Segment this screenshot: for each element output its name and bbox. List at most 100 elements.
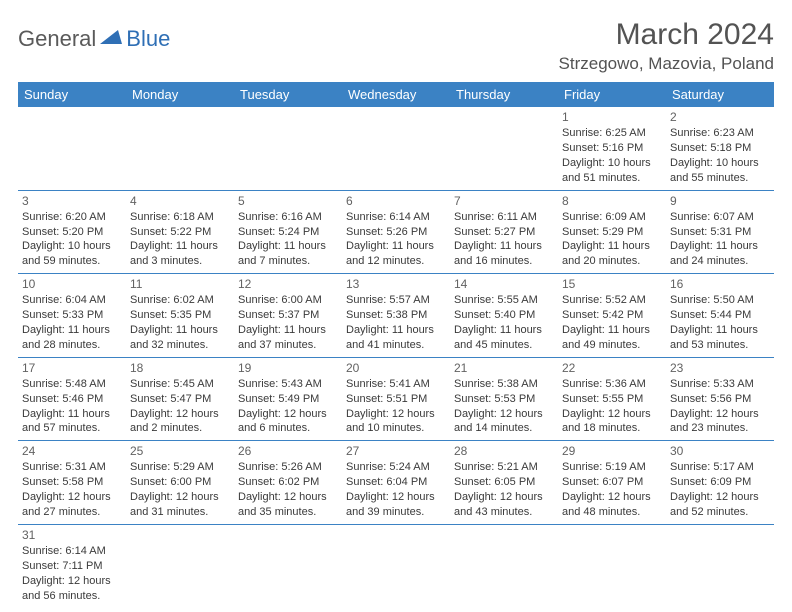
sunset-line: Sunset: 5:35 PM <box>130 308 230 323</box>
sunset-line: Sunset: 5:16 PM <box>562 141 662 156</box>
calendar-row: 31Sunrise: 6:14 AMSunset: 7:11 PMDayligh… <box>18 524 774 607</box>
sunset-line: Sunset: 6:02 PM <box>238 475 338 490</box>
sunrise-line: Sunrise: 5:43 AM <box>238 377 338 392</box>
empty-cell <box>666 524 774 607</box>
sunset-line: Sunset: 5:20 PM <box>22 225 122 240</box>
sunrise-line: Sunrise: 5:55 AM <box>454 293 554 308</box>
logo-text-blue: Blue <box>126 26 170 52</box>
sunrise-line: Sunrise: 5:24 AM <box>346 460 446 475</box>
day-number: 25 <box>130 443 230 459</box>
daylight-line: Daylight: 11 hours and 49 minutes. <box>562 323 662 353</box>
day-number: 11 <box>130 276 230 292</box>
sunset-line: Sunset: 5:42 PM <box>562 308 662 323</box>
daylight-line: Daylight: 11 hours and 24 minutes. <box>670 239 770 269</box>
dow-header: Friday <box>558 82 666 107</box>
sunrise-line: Sunrise: 6:16 AM <box>238 210 338 225</box>
page-title: March 2024 <box>559 18 774 52</box>
day-cell: 14Sunrise: 5:55 AMSunset: 5:40 PMDayligh… <box>450 274 558 358</box>
sunset-line: Sunset: 5:22 PM <box>130 225 230 240</box>
sunrise-line: Sunrise: 5:50 AM <box>670 293 770 308</box>
sunset-line: Sunset: 5:27 PM <box>454 225 554 240</box>
daylight-line: Daylight: 11 hours and 53 minutes. <box>670 323 770 353</box>
logo-triangle-icon <box>100 28 122 49</box>
day-number: 23 <box>670 360 770 376</box>
daylight-line: Daylight: 12 hours and 27 minutes. <box>22 490 122 520</box>
sunrise-line: Sunrise: 6:18 AM <box>130 210 230 225</box>
sunrise-line: Sunrise: 5:21 AM <box>454 460 554 475</box>
sunset-line: Sunset: 5:18 PM <box>670 141 770 156</box>
daylight-line: Daylight: 10 hours and 59 minutes. <box>22 239 122 269</box>
day-number: 5 <box>238 193 338 209</box>
title-block: March 2024 Strzegowo, Mazovia, Poland <box>559 18 774 74</box>
day-number: 31 <box>22 527 122 543</box>
daylight-line: Daylight: 12 hours and 18 minutes. <box>562 407 662 437</box>
day-number: 28 <box>454 443 554 459</box>
sunrise-line: Sunrise: 6:23 AM <box>670 126 770 141</box>
dow-header: Tuesday <box>234 82 342 107</box>
day-number: 6 <box>346 193 446 209</box>
sunrise-line: Sunrise: 6:20 AM <box>22 210 122 225</box>
daylight-line: Daylight: 12 hours and 14 minutes. <box>454 407 554 437</box>
sunset-line: Sunset: 6:00 PM <box>130 475 230 490</box>
sunrise-line: Sunrise: 6:14 AM <box>22 544 122 559</box>
sunrise-line: Sunrise: 5:19 AM <box>562 460 662 475</box>
day-number: 20 <box>346 360 446 376</box>
day-cell: 31Sunrise: 6:14 AMSunset: 7:11 PMDayligh… <box>18 524 126 607</box>
empty-cell <box>342 107 450 190</box>
sunset-line: Sunset: 5:53 PM <box>454 392 554 407</box>
sunset-line: Sunset: 5:33 PM <box>22 308 122 323</box>
day-cell: 11Sunrise: 6:02 AMSunset: 5:35 PMDayligh… <box>126 274 234 358</box>
day-cell: 17Sunrise: 5:48 AMSunset: 5:46 PMDayligh… <box>18 357 126 441</box>
empty-cell <box>234 107 342 190</box>
sunset-line: Sunset: 5:29 PM <box>562 225 662 240</box>
day-cell: 21Sunrise: 5:38 AMSunset: 5:53 PMDayligh… <box>450 357 558 441</box>
empty-cell <box>126 107 234 190</box>
sunrise-line: Sunrise: 6:09 AM <box>562 210 662 225</box>
day-number: 29 <box>562 443 662 459</box>
sunset-line: Sunset: 5:44 PM <box>670 308 770 323</box>
day-number: 3 <box>22 193 122 209</box>
day-cell: 10Sunrise: 6:04 AMSunset: 5:33 PMDayligh… <box>18 274 126 358</box>
day-number: 9 <box>670 193 770 209</box>
calendar-row: 17Sunrise: 5:48 AMSunset: 5:46 PMDayligh… <box>18 357 774 441</box>
sunset-line: Sunset: 5:58 PM <box>22 475 122 490</box>
dow-header: Saturday <box>666 82 774 107</box>
day-cell: 13Sunrise: 5:57 AMSunset: 5:38 PMDayligh… <box>342 274 450 358</box>
sunrise-line: Sunrise: 6:04 AM <box>22 293 122 308</box>
day-cell: 5Sunrise: 6:16 AMSunset: 5:24 PMDaylight… <box>234 190 342 274</box>
sunrise-line: Sunrise: 6:25 AM <box>562 126 662 141</box>
daylight-line: Daylight: 11 hours and 3 minutes. <box>130 239 230 269</box>
day-cell: 29Sunrise: 5:19 AMSunset: 6:07 PMDayligh… <box>558 441 666 525</box>
dow-header: Wednesday <box>342 82 450 107</box>
sunset-line: Sunset: 5:55 PM <box>562 392 662 407</box>
daylight-line: Daylight: 11 hours and 7 minutes. <box>238 239 338 269</box>
daylight-line: Daylight: 11 hours and 41 minutes. <box>346 323 446 353</box>
daylight-line: Daylight: 12 hours and 31 minutes. <box>130 490 230 520</box>
day-number: 22 <box>562 360 662 376</box>
day-number: 27 <box>346 443 446 459</box>
sunrise-line: Sunrise: 6:00 AM <box>238 293 338 308</box>
day-cell: 3Sunrise: 6:20 AMSunset: 5:20 PMDaylight… <box>18 190 126 274</box>
sunset-line: Sunset: 6:07 PM <box>562 475 662 490</box>
day-cell: 7Sunrise: 6:11 AMSunset: 5:27 PMDaylight… <box>450 190 558 274</box>
daylight-line: Daylight: 12 hours and 35 minutes. <box>238 490 338 520</box>
sunset-line: Sunset: 5:31 PM <box>670 225 770 240</box>
sunrise-line: Sunrise: 5:57 AM <box>346 293 446 308</box>
empty-cell <box>450 107 558 190</box>
day-cell: 1Sunrise: 6:25 AMSunset: 5:16 PMDaylight… <box>558 107 666 190</box>
sunrise-line: Sunrise: 5:45 AM <box>130 377 230 392</box>
sunrise-line: Sunrise: 5:31 AM <box>22 460 122 475</box>
day-cell: 2Sunrise: 6:23 AMSunset: 5:18 PMDaylight… <box>666 107 774 190</box>
day-cell: 4Sunrise: 6:18 AMSunset: 5:22 PMDaylight… <box>126 190 234 274</box>
empty-cell <box>18 107 126 190</box>
empty-cell <box>558 524 666 607</box>
day-cell: 25Sunrise: 5:29 AMSunset: 6:00 PMDayligh… <box>126 441 234 525</box>
day-cell: 15Sunrise: 5:52 AMSunset: 5:42 PMDayligh… <box>558 274 666 358</box>
sunset-line: Sunset: 6:04 PM <box>346 475 446 490</box>
day-cell: 28Sunrise: 5:21 AMSunset: 6:05 PMDayligh… <box>450 441 558 525</box>
day-cell: 23Sunrise: 5:33 AMSunset: 5:56 PMDayligh… <box>666 357 774 441</box>
day-cell: 16Sunrise: 5:50 AMSunset: 5:44 PMDayligh… <box>666 274 774 358</box>
day-number: 30 <box>670 443 770 459</box>
day-number: 2 <box>670 109 770 125</box>
sunset-line: Sunset: 5:24 PM <box>238 225 338 240</box>
